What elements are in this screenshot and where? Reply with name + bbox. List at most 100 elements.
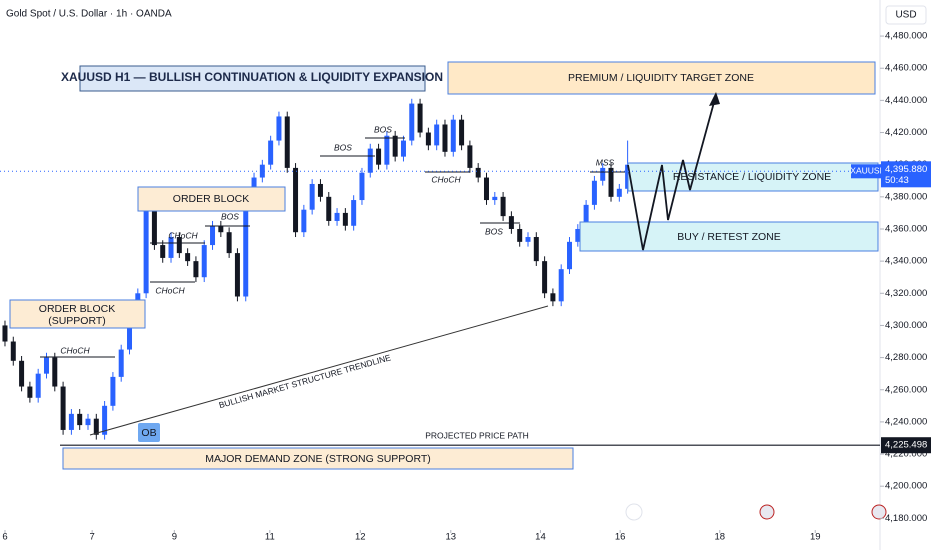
candle-body: [400, 140, 406, 157]
candle-body: [517, 228, 523, 242]
plot-layer: [2, 98, 631, 440]
zone-label: PREMIUM / LIQUIDITY TARGET ZONE: [568, 72, 754, 84]
candle-body: [85, 418, 91, 426]
candle-body: [376, 148, 382, 165]
candle-body: [417, 103, 423, 133]
candle-body: [2, 325, 8, 342]
x-tick-label: 12: [355, 532, 366, 543]
candle-body: [210, 225, 216, 246]
candle-body: [533, 237, 539, 262]
x-tick-label: 13: [446, 532, 457, 543]
candle-body: [168, 237, 174, 258]
candle-body: [93, 418, 99, 435]
x-tick-label: 9: [172, 532, 177, 543]
candle-body: [334, 212, 340, 221]
candle-body: [193, 261, 199, 278]
candle-body: [243, 204, 249, 297]
candle-body: [525, 237, 531, 242]
y-tick-label: 4,480.000: [885, 31, 927, 42]
candle-body: [442, 124, 448, 152]
candle-body: [384, 135, 390, 165]
candle-body: [127, 317, 133, 350]
countdown: 50:43: [885, 175, 909, 186]
y-tick-label: 4,380.000: [885, 191, 927, 202]
y-tick-label: 4,200.000: [885, 481, 927, 492]
y-tick-label: 4,300.000: [885, 320, 927, 331]
resistance-zone: [627, 162, 879, 192]
candle-body: [268, 140, 274, 165]
y-tick-label: 4,240.000: [885, 416, 927, 427]
y-tick-label: 4,220.000: [885, 449, 927, 460]
reference-label: 4,225.498: [885, 440, 927, 451]
candle-body: [567, 241, 573, 270]
candle-body: [27, 386, 33, 398]
mss-label: MSS: [596, 157, 615, 167]
candle-body: [68, 413, 74, 430]
title-box: [79, 65, 426, 92]
y-tick-label: 4,180.000: [885, 513, 927, 524]
candle-body: [425, 132, 431, 146]
candle-body: [110, 376, 116, 406]
y-tick-label: 4,280.000: [885, 352, 927, 363]
candle-body: [301, 209, 307, 233]
path-label: PROJECTED PRICE PATH: [425, 430, 529, 440]
candle-body: [434, 124, 440, 146]
candle-body: [483, 177, 489, 201]
candle-body: [475, 167, 481, 178]
buy-zone: [579, 221, 879, 252]
candle-body: [60, 386, 66, 430]
bottom-icons: [625, 503, 887, 521]
candle-body: [10, 341, 16, 361]
ob-tag: [138, 423, 160, 442]
candle-body: [392, 135, 398, 157]
chart-title: XAUUSD H1 — BULLISH CONTINUATION & LIQUI…: [61, 70, 443, 84]
candle-body: [616, 188, 622, 197]
y-tick-label: 4,340.000: [885, 256, 927, 267]
candle-body: [583, 204, 589, 229]
symbol-tag: [851, 164, 885, 179]
order-block-zone: [137, 186, 286, 212]
y-tick-label: 4,360.000: [885, 224, 927, 235]
zone-label: ORDER BLOCK: [39, 303, 115, 315]
y-tick-label: 4,420.000: [885, 127, 927, 138]
candle-body: [575, 228, 581, 242]
candle-body: [35, 373, 41, 398]
x-tick-label: 19: [810, 532, 821, 543]
y-tick-label: 4,460.000: [885, 63, 927, 74]
candle-body: [293, 167, 299, 233]
currency: USD: [895, 10, 916, 21]
candle-body: [52, 357, 58, 387]
currency-box[interactable]: [885, 5, 927, 25]
bos-label: BOS: [334, 142, 352, 152]
x-tick-label: 6: [2, 532, 7, 543]
candle-body: [234, 253, 240, 297]
candle-body: [450, 119, 456, 152]
candle-body: [550, 293, 556, 302]
y-tick-label: 4,260.000: [885, 384, 927, 395]
zone-label: OB: [141, 427, 156, 439]
trendline: [89, 305, 549, 436]
symbol-header: Gold Spot / U.S. Dollar · 1h · OANDA: [6, 9, 172, 20]
y-tick-label: 4,440.000: [885, 95, 927, 106]
candle-body: [259, 164, 265, 178]
candle-body: [467, 145, 473, 168]
candle-body: [77, 413, 83, 426]
reference-tag: [881, 437, 931, 454]
candle-body: [19, 360, 25, 387]
candle-body: [591, 180, 597, 205]
x-tick-label: 18: [714, 532, 725, 543]
candle-body: [326, 196, 332, 221]
candle-body: [359, 172, 365, 201]
order-block-support: [9, 299, 146, 329]
price-tag: [881, 161, 931, 188]
choch-label: CHoCH: [155, 285, 185, 295]
bos-label: BOS: [374, 124, 392, 134]
zone-label: (SUPPORT): [48, 315, 106, 327]
zone-label: ORDER BLOCK: [173, 193, 249, 205]
candle-body: [317, 183, 323, 197]
demand-zone: [62, 447, 574, 470]
candle-body: [185, 253, 191, 262]
candle-body: [218, 225, 224, 233]
candle-body: [151, 209, 157, 246]
